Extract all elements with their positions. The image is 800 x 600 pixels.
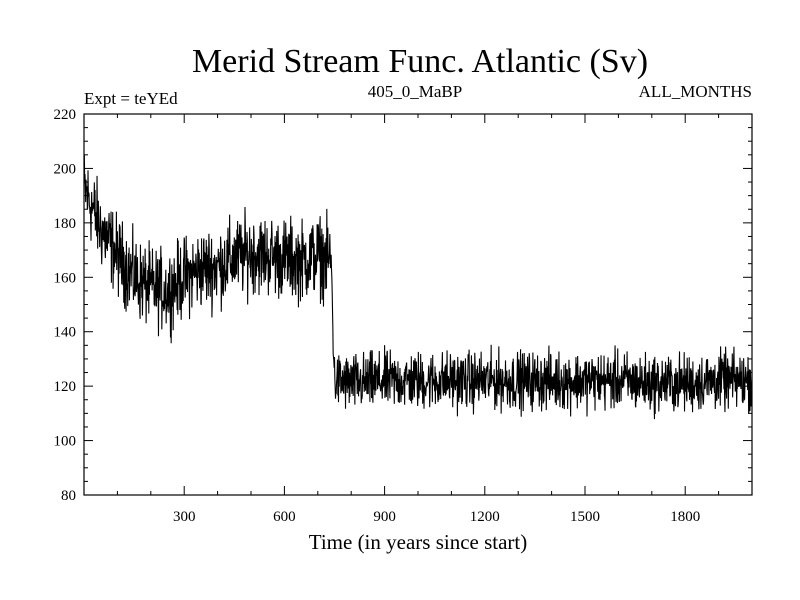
y-tick-label: 180	[54, 216, 77, 232]
y-axis: 80 100 120 140 160 180 200 220	[54, 107, 752, 504]
months-label: ALL_MONTHS	[639, 82, 752, 101]
x-tick-label: 600	[273, 509, 296, 525]
x-tick-label: 300	[173, 509, 196, 525]
experiment-label: Expt = teYEd	[84, 89, 178, 108]
y-tick-label: 80	[61, 488, 76, 504]
x-axis: 300 600 900 1200 1500 1800	[116, 114, 720, 525]
y-tick-label: 200	[54, 161, 77, 177]
plot-area	[83, 113, 753, 496]
x-axis-label: Time (in years since start)	[309, 530, 528, 554]
y-tick-label: 100	[54, 434, 77, 450]
data-series-line	[83, 155, 753, 420]
x-tick-label: 900	[373, 509, 396, 525]
plot-frame	[83, 113, 753, 496]
x-tick-label: 1500	[570, 509, 600, 525]
x-tick-label: 1200	[470, 509, 500, 525]
x-tick-label: 1800	[670, 509, 700, 525]
y-tick-label: 220	[54, 107, 77, 123]
run-label: 405_0_MaBP	[368, 82, 462, 101]
y-tick-label: 160	[54, 270, 77, 286]
y-tick-label: 120	[54, 379, 77, 395]
chart-title: Merid Stream Func. Atlantic (Sv)	[192, 43, 648, 80]
y-tick-label: 140	[54, 325, 77, 341]
